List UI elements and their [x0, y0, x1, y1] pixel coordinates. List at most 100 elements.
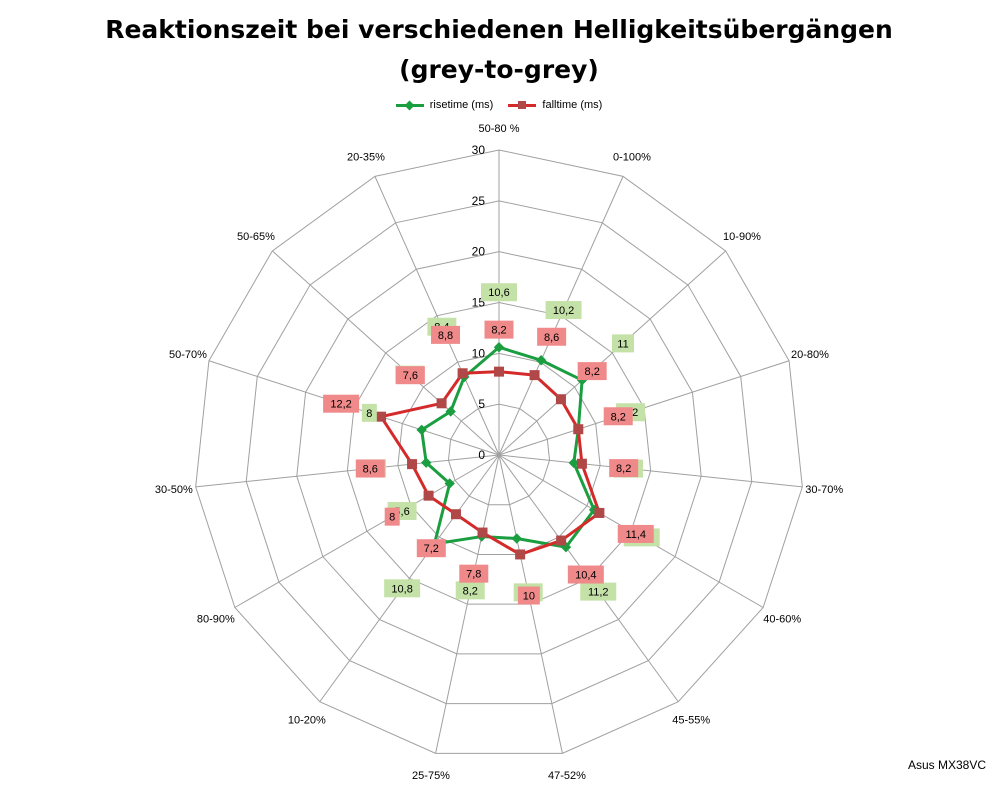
data-label-falltime: 8,2 — [491, 325, 506, 337]
data-label-bg — [611, 334, 634, 353]
series-line-risetime — [420, 345, 596, 549]
legend-label-risetime: risetime (ms) — [429, 99, 494, 112]
category-label: 25-75% — [412, 770, 450, 782]
data-label-bg — [609, 459, 639, 478]
chart-title: Reaktionszeit bei verschiedenen Helligke… — [0, 10, 998, 90]
falltime-point — [407, 459, 418, 470]
category-label: 50-65% — [237, 231, 275, 243]
data-label-risetime: 11,2 — [588, 587, 609, 599]
legend-item-risetime: risetime (ms) — [395, 99, 494, 112]
category-label: 20-80% — [791, 349, 829, 361]
data-label-risetime: 8 — [366, 408, 372, 420]
data-label-falltime: 12,2 — [330, 399, 351, 411]
grid-spoke — [272, 250, 500, 456]
falltime-point — [477, 527, 488, 538]
data-label-bg — [484, 320, 514, 339]
legend-label-falltime: falltime (ms) — [542, 99, 603, 112]
falltime-point — [376, 411, 387, 422]
square-icon — [518, 100, 527, 109]
data-label-bg — [416, 539, 446, 558]
data-label-bg — [481, 283, 517, 302]
legend: risetime (ms) falltime (ms) — [0, 99, 998, 111]
falltime-point — [529, 370, 540, 381]
grid-spoke — [319, 454, 500, 703]
grid-ring — [447, 403, 551, 506]
grid-spoke — [195, 454, 500, 488]
axis-tick-label: 5 — [478, 397, 485, 411]
data-label-falltime: 8,2 — [611, 411, 626, 423]
falltime-point — [556, 535, 567, 546]
falltime-point — [494, 366, 504, 377]
axis-tick-label: 0 — [478, 448, 485, 462]
falltime-point — [450, 509, 461, 520]
data-label-falltime: 11,4 — [625, 529, 646, 541]
category-label: 30-50% — [155, 484, 193, 496]
data-label-bg — [580, 582, 617, 601]
legend-swatch-risetime — [395, 100, 424, 111]
grid-ring — [245, 200, 753, 705]
data-label-bg — [577, 362, 607, 381]
data-label-bg — [517, 586, 540, 605]
category-label: 47-52% — [548, 770, 586, 782]
data-label-falltime: 8,6 — [544, 332, 559, 344]
falltime-point — [436, 398, 447, 409]
category-label: 50-80 % — [479, 123, 520, 135]
risetime-point — [445, 406, 456, 417]
falltime-point — [515, 549, 526, 560]
grid-ring — [397, 352, 601, 555]
falltime-point — [457, 368, 468, 379]
axis-tick-label: 25 — [472, 194, 486, 208]
data-label-bg — [355, 459, 385, 478]
axis-tick-label: 30 — [472, 143, 486, 157]
category-label: 80-90% — [197, 614, 235, 626]
data-label-bg — [545, 301, 582, 320]
category-label: 10-90% — [723, 231, 761, 243]
category-label: 10-20% — [288, 715, 326, 727]
risetime-point — [493, 342, 505, 353]
falltime-point — [573, 424, 584, 435]
grid-ring — [296, 251, 702, 655]
category-label: 0-100% — [613, 151, 651, 163]
data-label-falltime: 7,6 — [403, 370, 418, 382]
data-label-risetime: 10,6 — [488, 287, 509, 299]
risetime-point — [444, 478, 455, 489]
chart-title-line-1: Reaktionszeit bei verschiedenen Helligke… — [105, 15, 893, 44]
axis-tick-label: 20 — [472, 245, 486, 259]
risetime-point — [420, 457, 432, 468]
data-label-bg — [537, 327, 567, 346]
data-label-bg — [431, 325, 461, 344]
data-label-falltime: 8,2 — [616, 463, 631, 475]
falltime-point — [594, 507, 605, 518]
data-label-falltime: 8,6 — [363, 464, 378, 476]
data-label-falltime: 8,2 — [585, 366, 600, 378]
grid-spoke — [234, 454, 500, 608]
footer-label: Asus MX38VC — [907, 758, 986, 772]
data-label-bg — [395, 366, 425, 385]
data-label-bg — [617, 524, 654, 543]
category-label: 45-55% — [672, 715, 710, 727]
risetime-point — [511, 533, 522, 544]
axis-tick-label: 10 — [472, 346, 486, 360]
grid-ring — [346, 301, 652, 605]
category-label: 50-70% — [169, 349, 207, 361]
falltime-point — [576, 458, 587, 469]
data-label-risetime: 10,2 — [553, 305, 574, 317]
category-label: 40-60% — [763, 614, 801, 626]
legend-swatch-falltime — [508, 100, 537, 109]
data-label-bg — [459, 564, 489, 583]
falltime-point — [555, 394, 566, 405]
data-label-falltime: 8,8 — [438, 330, 453, 342]
category-label: 30-70% — [805, 484, 843, 496]
series-line-falltime — [379, 370, 601, 556]
grid-spoke — [435, 454, 500, 754]
data-label-bg — [455, 581, 485, 600]
data-label-bg — [323, 394, 360, 413]
data-label-risetime: 10,8 — [391, 583, 412, 595]
grid-ring — [195, 149, 803, 754]
data-label-bg — [603, 407, 633, 426]
data-label-risetime: 8,2 — [463, 585, 478, 597]
grid-spoke — [498, 250, 726, 456]
data-label-bg — [384, 579, 421, 598]
data-label-falltime: 7,8 — [466, 569, 481, 581]
